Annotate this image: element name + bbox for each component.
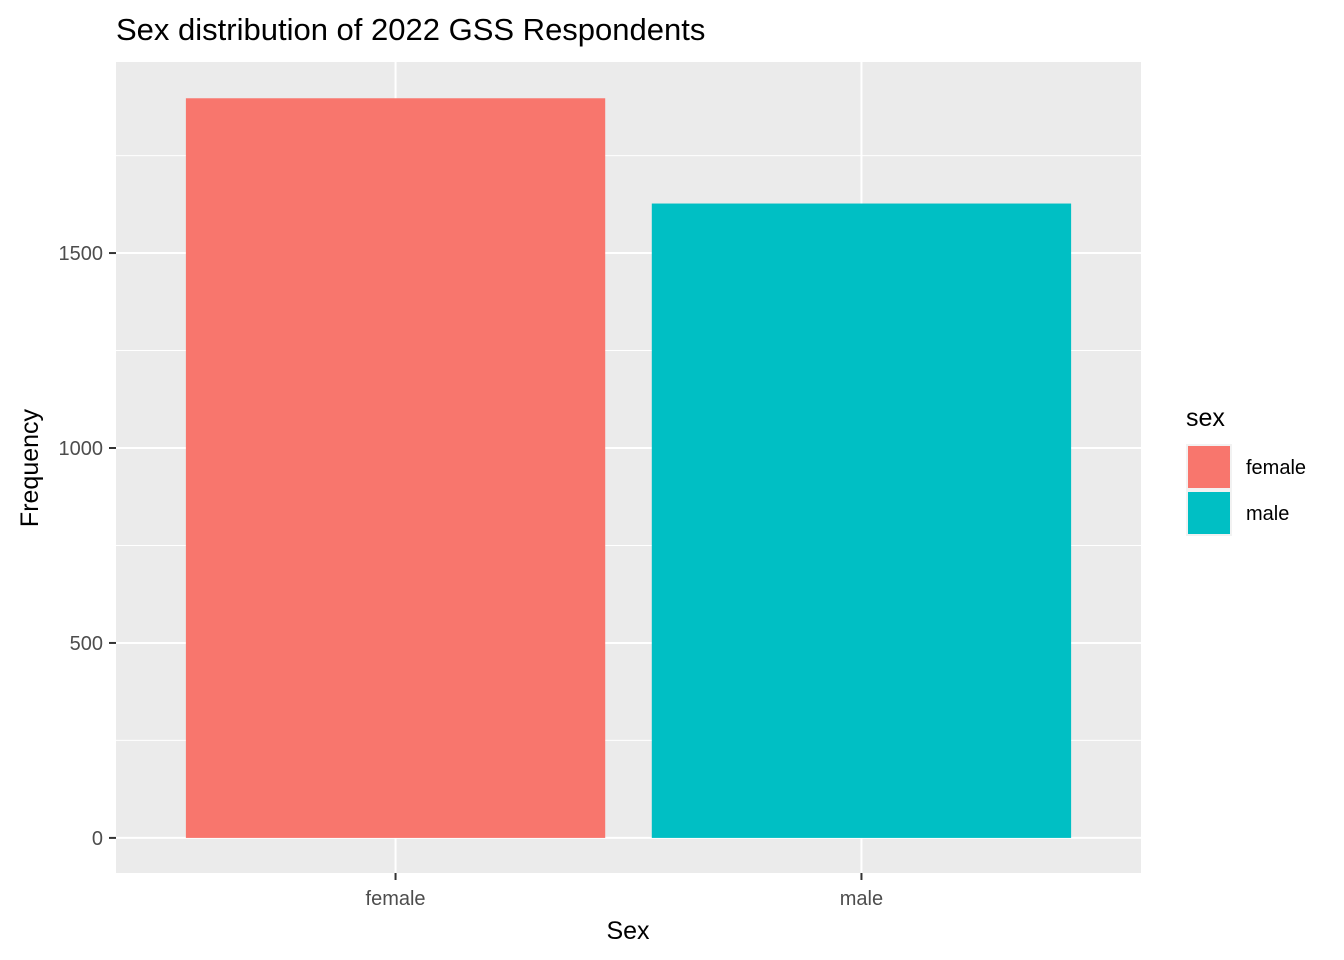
x-axis: female male bbox=[366, 873, 883, 910]
legend-swatch-female bbox=[1188, 446, 1230, 488]
legend: sex female male bbox=[1186, 404, 1306, 536]
chart-title: Sex distribution of 2022 GSS Respondents bbox=[116, 12, 705, 47]
bar-female bbox=[185, 98, 606, 838]
y-axis-title: Frequency bbox=[16, 408, 44, 527]
legend-label-female: female bbox=[1246, 457, 1306, 479]
x-axis-title: Sex bbox=[606, 917, 650, 945]
y-tick-label: 1000 bbox=[59, 438, 104, 460]
legend-label-male: male bbox=[1246, 503, 1289, 525]
x-tick-label: female bbox=[366, 888, 426, 910]
y-axis: 0 500 1000 1500 bbox=[59, 243, 116, 850]
x-tick-label: male bbox=[840, 888, 883, 910]
y-tick-label: 500 bbox=[70, 633, 103, 655]
legend-swatch-male bbox=[1188, 492, 1230, 534]
y-tick-label: 0 bbox=[92, 828, 103, 850]
y-tick-label: 1500 bbox=[59, 243, 104, 265]
bars bbox=[185, 98, 1072, 838]
bar-male bbox=[651, 203, 1072, 838]
legend-title: sex bbox=[1186, 404, 1225, 432]
